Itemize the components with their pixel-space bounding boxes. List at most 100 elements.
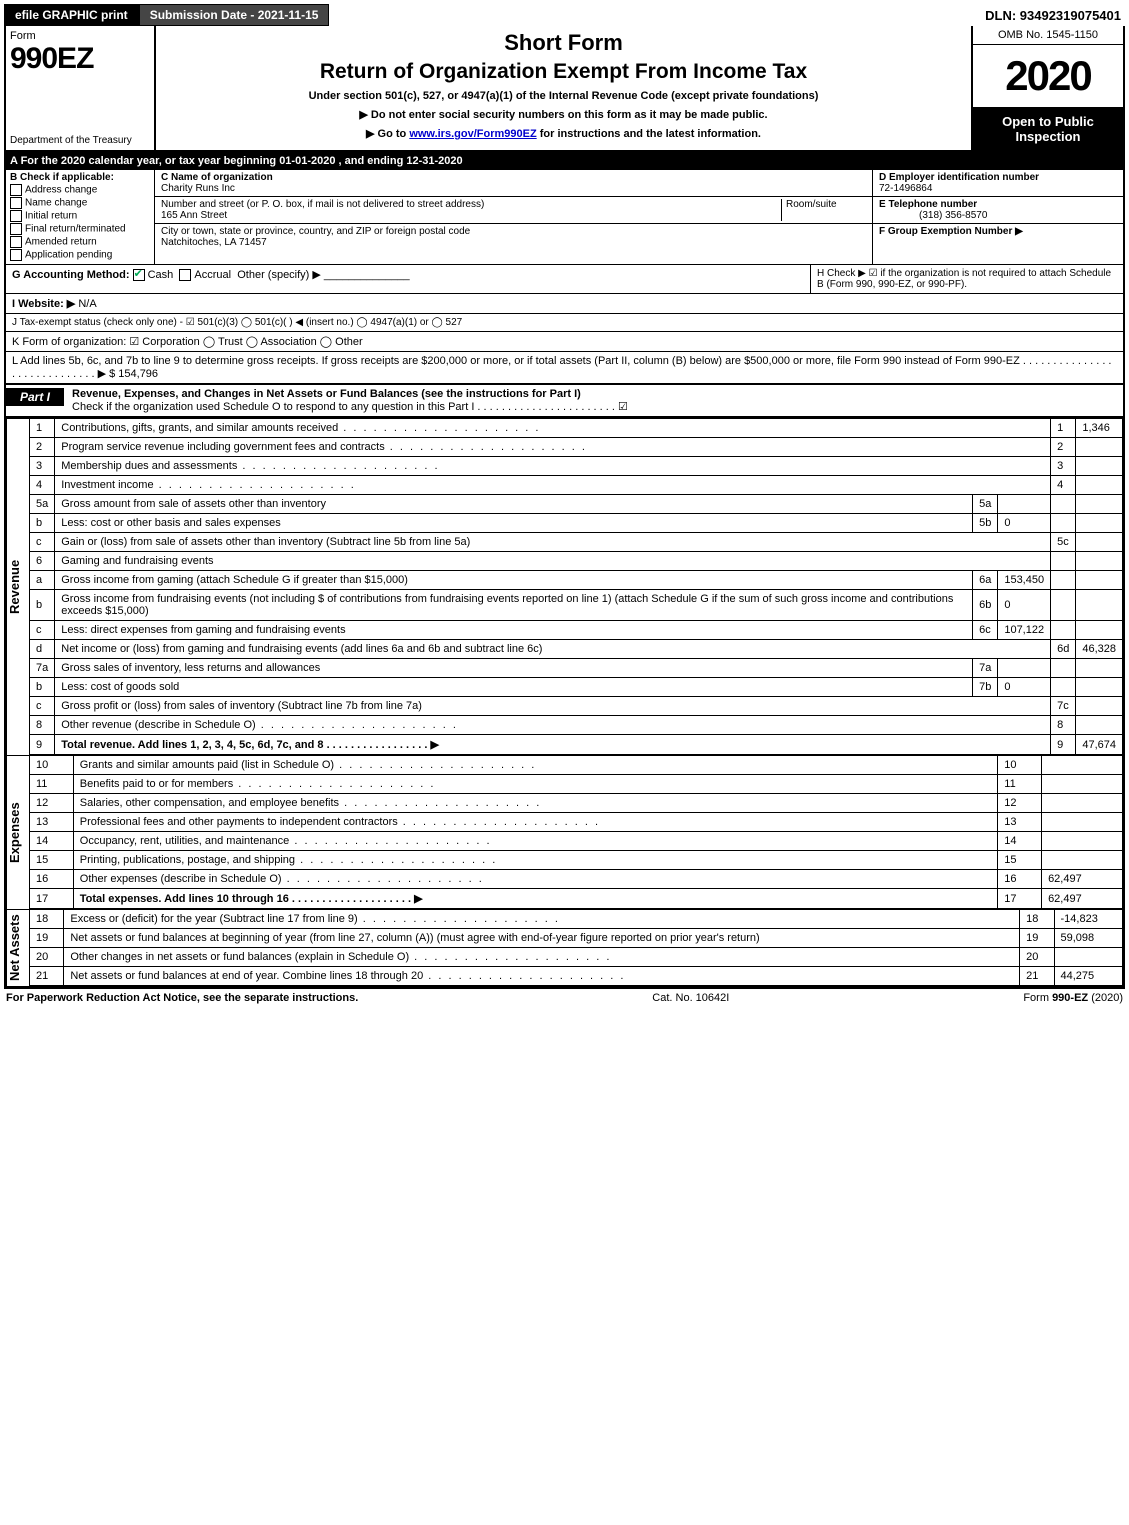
table-row: 2Program service revenue including gover… bbox=[30, 438, 1123, 457]
line-rnum: 4 bbox=[1051, 476, 1076, 495]
section-b-c-def: B Check if applicable: Address change Na… bbox=[4, 170, 1125, 265]
row-g-h: G Accounting Method: Cash Accrual Other … bbox=[4, 265, 1125, 294]
line-rval: -14,823 bbox=[1054, 910, 1122, 929]
footer-mid: Cat. No. 10642I bbox=[652, 992, 729, 1004]
line-subnum: 5b bbox=[973, 514, 998, 533]
form-header: Form 990EZ Department of the Treasury Sh… bbox=[4, 26, 1125, 152]
line-desc: Grants and similar amounts paid (list in… bbox=[73, 756, 998, 775]
chk-accrual[interactable] bbox=[179, 269, 191, 281]
line-num: 15 bbox=[30, 851, 74, 870]
line-num: 18 bbox=[30, 910, 64, 929]
chk-address-change-label: Address change bbox=[25, 185, 97, 196]
chk-name-change[interactable]: Name change bbox=[10, 197, 150, 209]
line-desc: Other revenue (describe in Schedule O) bbox=[55, 716, 1051, 735]
g-label: G Accounting Method: bbox=[12, 269, 130, 281]
line-rval bbox=[1076, 533, 1123, 552]
shade-cell bbox=[1051, 621, 1076, 640]
table-row: 12Salaries, other compensation, and empl… bbox=[30, 794, 1123, 813]
line-rnum: 14 bbox=[998, 832, 1042, 851]
line-desc: Excess or (deficit) for the year (Subtra… bbox=[64, 910, 1020, 929]
website-label: I Website: ▶ bbox=[12, 298, 75, 310]
table-row: 4Investment income4 bbox=[30, 476, 1123, 495]
chk-cash[interactable] bbox=[133, 269, 145, 281]
part-i-header: Part I Revenue, Expenses, and Changes in… bbox=[4, 385, 1125, 418]
col-b: B Check if applicable: Address change Na… bbox=[6, 170, 155, 264]
line-rval: 62,497 bbox=[1042, 870, 1123, 889]
org-name-value: Charity Runs Inc bbox=[161, 183, 235, 194]
line-num: d bbox=[30, 640, 55, 659]
chk-address-change[interactable]: Address change bbox=[10, 184, 150, 196]
line-num: 20 bbox=[30, 948, 64, 967]
addr-value: 165 Ann Street bbox=[161, 210, 227, 221]
line-desc: Gross amount from sale of assets other t… bbox=[55, 495, 973, 514]
shade-cell bbox=[1076, 514, 1123, 533]
submission-date-button[interactable]: Submission Date - 2021-11-15 bbox=[139, 4, 330, 26]
org-name-cell: C Name of organization Charity Runs Inc bbox=[155, 170, 872, 197]
line-num: c bbox=[30, 533, 55, 552]
chk-final-return[interactable]: Final return/terminated bbox=[10, 223, 150, 235]
line-rval bbox=[1076, 697, 1123, 716]
expenses-table: 10Grants and similar amounts paid (list … bbox=[29, 755, 1123, 909]
line-num: 21 bbox=[30, 967, 64, 986]
open-to-public: Open to Public Inspection bbox=[973, 108, 1123, 150]
table-row: 9Total revenue. Add lines 1, 2, 3, 4, 5c… bbox=[30, 735, 1123, 755]
net-assets-table: 18Excess or (deficit) for the year (Subt… bbox=[29, 909, 1123, 986]
line-desc: Other changes in net assets or fund bala… bbox=[64, 948, 1020, 967]
line-rval: 1,346 bbox=[1076, 419, 1123, 438]
shade-cell bbox=[1076, 552, 1123, 571]
line-rnum: 15 bbox=[998, 851, 1042, 870]
line-rnum: 8 bbox=[1051, 716, 1076, 735]
efile-print-button[interactable]: efile GRAPHIC print bbox=[4, 4, 139, 26]
row-j: J Tax-exempt status (check only one) - ☑… bbox=[4, 314, 1125, 332]
line-desc: Benefits paid to or for members bbox=[73, 775, 998, 794]
chk-initial-return[interactable]: Initial return bbox=[10, 210, 150, 222]
revenue-section: Revenue 1Contributions, gifts, grants, a… bbox=[4, 418, 1125, 755]
line-desc: Less: cost or other basis and sales expe… bbox=[55, 514, 973, 533]
line-num: 2 bbox=[30, 438, 55, 457]
line-rnum: 16 bbox=[998, 870, 1042, 889]
line-num: 12 bbox=[30, 794, 74, 813]
line-num: 3 bbox=[30, 457, 55, 476]
row-l-text: L Add lines 5b, 6c, and 7b to line 9 to … bbox=[12, 355, 1112, 380]
short-form-title: Short Form bbox=[160, 30, 967, 56]
line-rval bbox=[1076, 457, 1123, 476]
shade-cell bbox=[1076, 659, 1123, 678]
group-exemption-cell: F Group Exemption Number ▶ bbox=[873, 224, 1123, 239]
line-num: c bbox=[30, 621, 55, 640]
line-desc: Contributions, gifts, grants, and simila… bbox=[55, 419, 1051, 438]
line-num: a bbox=[30, 571, 55, 590]
line-desc: Occupancy, rent, utilities, and maintena… bbox=[73, 832, 998, 851]
org-name-label: C Name of organization bbox=[161, 172, 273, 183]
line-desc: Other expenses (describe in Schedule O) bbox=[73, 870, 998, 889]
page-footer: For Paperwork Reduction Act Notice, see … bbox=[4, 988, 1125, 1007]
col-c: C Name of organization Charity Runs Inc … bbox=[155, 170, 873, 264]
line-rval bbox=[1042, 832, 1123, 851]
table-row: bGross income from fundraising events (n… bbox=[30, 590, 1123, 621]
table-row: 14Occupancy, rent, utilities, and mainte… bbox=[30, 832, 1123, 851]
header-left-col: Form 990EZ Department of the Treasury bbox=[6, 26, 156, 150]
chk-amended-return-label: Amended return bbox=[25, 237, 97, 248]
col-b-title: B Check if applicable: bbox=[10, 172, 150, 183]
shade-cell bbox=[1051, 571, 1076, 590]
chk-amended-return[interactable]: Amended return bbox=[10, 236, 150, 248]
line-subnum: 6b bbox=[973, 590, 998, 621]
line-rnum: 18 bbox=[1020, 910, 1054, 929]
line-subnum: 7b bbox=[973, 678, 998, 697]
table-row: cGain or (loss) from sale of assets othe… bbox=[30, 533, 1123, 552]
chk-application-pending-label: Application pending bbox=[25, 250, 112, 261]
col-def: D Employer identification number 72-1496… bbox=[873, 170, 1123, 264]
line-rval: 47,674 bbox=[1076, 735, 1123, 755]
line-rnum: 5c bbox=[1051, 533, 1076, 552]
line-subnum: 6c bbox=[973, 621, 998, 640]
table-row: cLess: direct expenses from gaming and f… bbox=[30, 621, 1123, 640]
line-rval bbox=[1042, 813, 1123, 832]
irs-link[interactable]: www.irs.gov/Form990EZ bbox=[409, 128, 536, 140]
line-subval: 0 bbox=[998, 514, 1051, 533]
line-desc: Net assets or fund balances at beginning… bbox=[64, 929, 1020, 948]
line-rval: 59,098 bbox=[1054, 929, 1122, 948]
line-desc: Printing, publications, postage, and shi… bbox=[73, 851, 998, 870]
table-row: aGross income from gaming (attach Schedu… bbox=[30, 571, 1123, 590]
part-i-label: Part I bbox=[6, 388, 64, 406]
line-num: 17 bbox=[30, 889, 74, 909]
chk-application-pending[interactable]: Application pending bbox=[10, 249, 150, 261]
